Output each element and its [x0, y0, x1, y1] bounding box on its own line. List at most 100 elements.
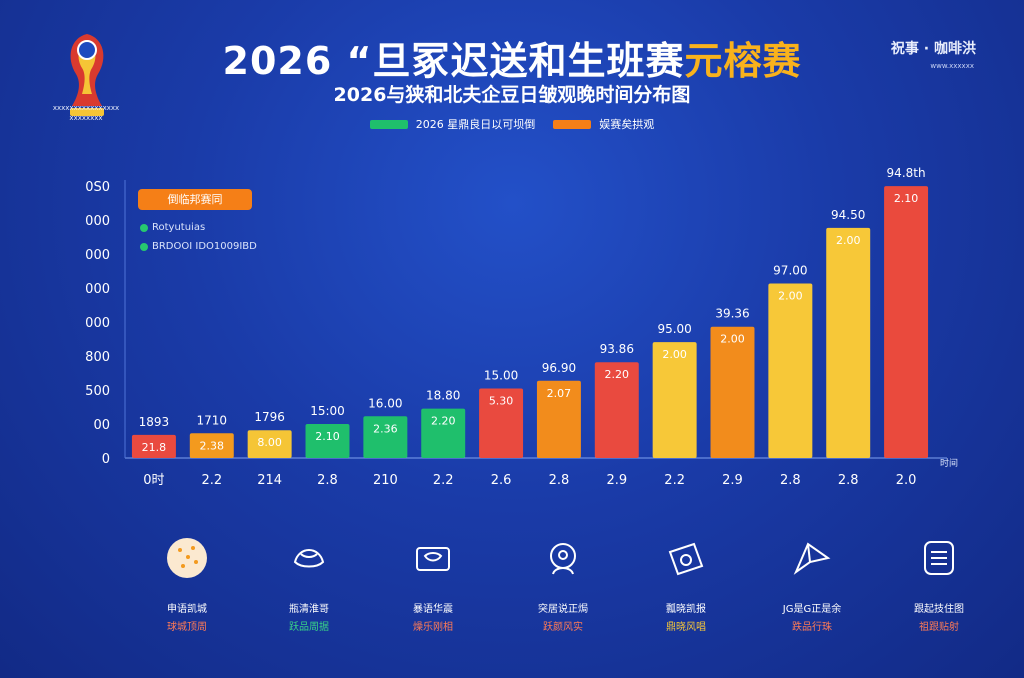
feature-subtitle: 跃品周据	[289, 622, 329, 633]
bar-inner-label: 2.10	[315, 430, 340, 443]
document-icon	[924, 541, 954, 575]
y-tick-label: 000	[85, 248, 110, 263]
bar	[768, 283, 813, 458]
legend-item-orange: 娱赛矣拱观	[553, 116, 654, 132]
bar-inner-label: 2.38	[200, 439, 225, 452]
data-label: 1796	[254, 410, 285, 424]
x-axis-end-label: 时间	[940, 457, 958, 469]
data-label: 15:00	[310, 404, 345, 418]
y-tick-label: 00	[93, 418, 110, 433]
feature-icons-row: 申语凯城 球城顶周 瓶清淮哥 跃品周据 暴语华震 燥乐刚相 突居说正焗 跃颜风实…	[0, 536, 1024, 676]
callout-item: BRDOOI IDO1009IBD	[140, 241, 257, 252]
legend-label: 2026 星鼎良日以可坝倒	[415, 118, 536, 131]
data-label: 95.00	[657, 322, 691, 336]
x-tick-label: 2.6	[491, 473, 512, 488]
bar-inner-label: 2.07	[547, 387, 572, 400]
x-tick-label: 2.2	[433, 473, 454, 488]
legend-item-green: 2026 星鼎良日以可坝倒	[369, 116, 536, 132]
data-label: 94.8th	[887, 166, 926, 180]
brand-url: www.xxxxxx	[930, 62, 974, 70]
bar	[710, 326, 755, 458]
y-tick-label: 500	[85, 384, 110, 399]
feature-subtitle: 球城顶周	[167, 622, 207, 633]
y-tick-label: 000	[85, 282, 110, 297]
feature-subtitle: 跃颜风实	[543, 622, 583, 633]
bar	[826, 227, 871, 458]
data-label: 18.80	[426, 389, 460, 403]
bar-inner-label: 2.20	[431, 415, 456, 428]
bar-inner-label: 5.30	[489, 395, 514, 408]
data-label: 94.50	[831, 208, 865, 222]
bar	[652, 342, 697, 458]
feature-title: 瓢晓凯报	[666, 604, 706, 615]
data-label: 16.00	[368, 396, 402, 410]
bar	[247, 430, 292, 458]
feature-title: JG是G正是余	[782, 604, 842, 615]
feature-title: 瓶清淮哥	[289, 604, 329, 615]
x-tick-label: 2.0	[896, 473, 917, 488]
bar	[479, 388, 524, 458]
y-tick-label: 000	[85, 316, 110, 331]
world-cup-logo-icon	[70, 34, 104, 116]
brand-logo: 祝事 · 咖啡洪	[890, 41, 976, 57]
bar-chart: 0005008000000000000000S0时间189321.80时1710…	[85, 166, 959, 488]
y-tick-label: 0S0	[85, 180, 110, 195]
feature-document: 跟起技住图 祖跟贴射	[879, 536, 999, 633]
camera-icon	[668, 542, 704, 576]
title-accent: 元榕赛	[684, 39, 802, 83]
data-label: 93.86	[600, 342, 634, 356]
x-tick-label: 210	[373, 473, 398, 488]
x-tick-label: 2.8	[317, 473, 338, 488]
drone-icon	[793, 542, 831, 575]
bar	[305, 424, 350, 458]
legend-swatch-green	[369, 119, 408, 129]
feature-subtitle: 祖跟贴射	[919, 622, 959, 633]
data-label: 39.36	[715, 307, 749, 321]
x-tick-label: 2.9	[606, 473, 627, 488]
feature-title: 暴语华震	[413, 604, 453, 615]
bar-inner-label: 2.00	[836, 234, 861, 247]
green-dot-icon	[140, 223, 148, 232]
feature-hat: 瓶清淮哥 跃品周据	[249, 536, 369, 633]
bar	[594, 362, 639, 458]
feature-head: 突居说正焗 跃颜风实	[503, 536, 623, 633]
ball-icon	[167, 538, 207, 578]
title-main: 2026 “旦冢迟送和生班赛	[222, 39, 685, 83]
bar-inner-label: 2.20	[605, 368, 630, 381]
data-label: 1893	[139, 415, 170, 429]
bar-inner-label: 2.00	[778, 289, 803, 302]
x-tick-label: 0时	[143, 473, 164, 488]
bar-inner-label: 8.00	[257, 436, 282, 449]
feature-camera: 瓢晓凯报 鼎晓风唱	[626, 536, 746, 633]
feature-title: 突居说正焗	[538, 604, 588, 615]
feature-drone: JG是G正是余 跌品行珠	[752, 536, 872, 633]
x-tick-label: 2.2	[664, 473, 685, 488]
bar	[884, 186, 929, 458]
bar	[536, 380, 581, 458]
bar	[131, 434, 176, 458]
x-tick-label: 2.8	[549, 473, 570, 488]
feature-subtitle: 跌品行珠	[792, 622, 832, 633]
bar-inner-label: 2.10	[894, 192, 919, 205]
bar-inner-label: 2.00	[720, 333, 745, 346]
feature-title: 申语凯城	[167, 604, 207, 615]
ticket-icon	[416, 547, 450, 571]
feature-subtitle: 燥乐刚相	[413, 622, 453, 633]
x-tick-label: 2.8	[780, 473, 801, 488]
data-label: 1710	[197, 413, 228, 427]
x-tick-label: 2.8	[838, 473, 859, 488]
x-tick-label: 2.2	[201, 473, 222, 488]
data-label: 97.00	[773, 263, 807, 277]
chart-legend: 2026 星鼎良日以可坝倒 娱赛矣拱观	[0, 116, 1024, 132]
hat-icon	[293, 549, 325, 568]
page-title: 2026 “旦冢迟送和生班赛元榕赛	[0, 30, 1024, 85]
callout-item: Rotyutuias	[140, 222, 205, 233]
y-tick-label: 0	[102, 452, 110, 467]
logo-caption: xxxxxxxxxxxxxxxx xxxxxxxx	[52, 104, 120, 122]
head-icon	[550, 543, 576, 575]
bar-inner-label: 2.36	[373, 422, 398, 435]
feature-ball: 申语凯城 球城顶周	[127, 536, 247, 633]
y-tick-label: 000	[85, 214, 110, 229]
data-label: 96.90	[542, 361, 576, 375]
bar	[189, 433, 234, 458]
